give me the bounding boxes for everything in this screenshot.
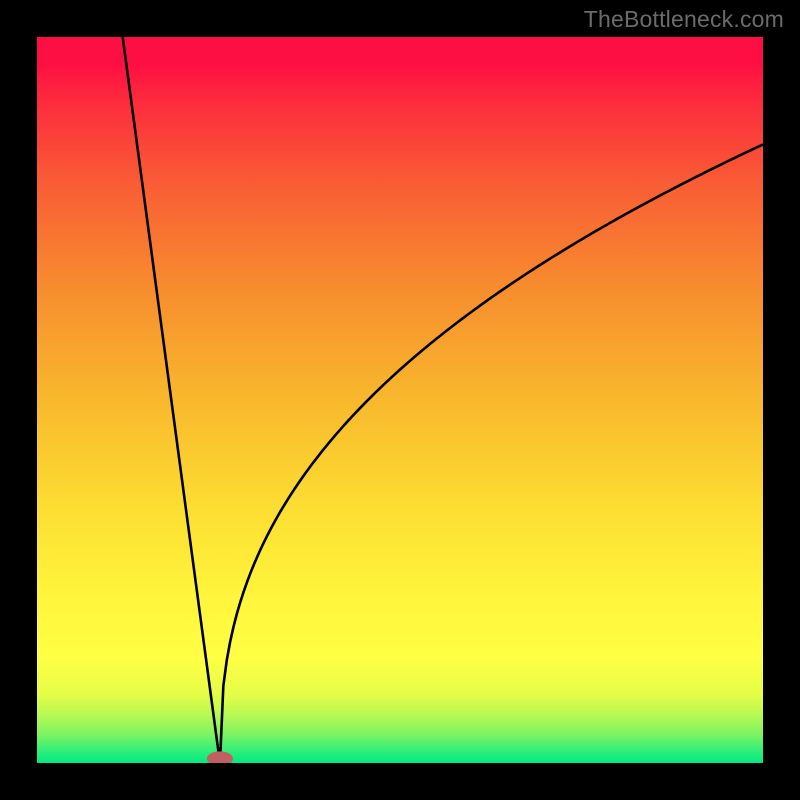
chart-stage: TheBottleneck.com [0,0,800,800]
watermark-text: TheBottleneck.com [584,6,784,33]
bottleneck-chart [37,37,763,763]
gradient-background [37,37,763,763]
